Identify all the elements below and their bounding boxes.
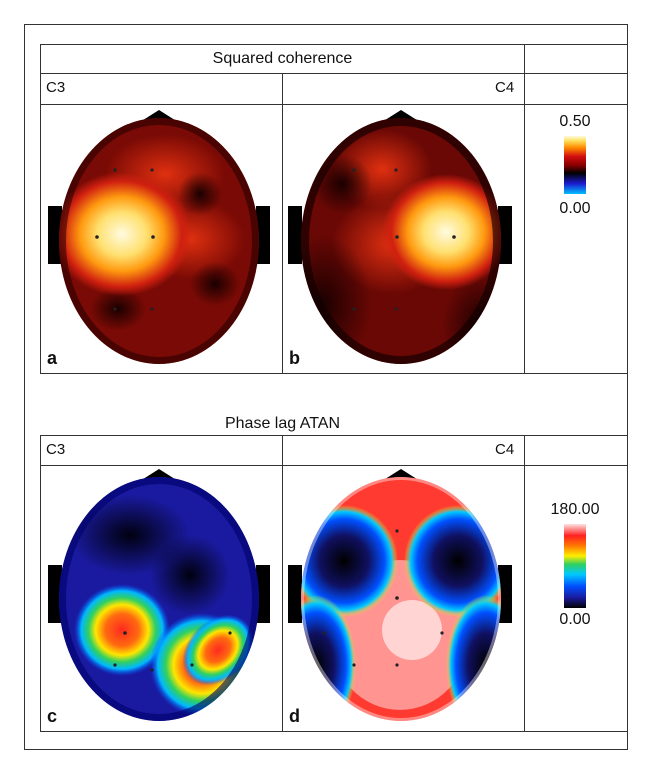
right-ear-icon [498,565,512,623]
left-ear-icon [288,206,302,264]
panel-letter-d: d [289,706,300,726]
coherence-blank-label-cell [524,73,628,105]
phase-c3-label-cell [40,435,283,466]
coherence-title: Squared coherence [212,50,353,67]
right-ear-icon [256,565,270,623]
panel-letter-b: b [289,348,300,368]
left-ear-icon [48,565,62,623]
coherence-scale-cell [524,104,628,374]
left-ear-icon [48,206,62,264]
panel-letter-a: a [47,348,58,368]
right-ear-icon [498,206,512,264]
phase-map-c3 [48,469,270,721]
right-ear-icon [256,206,270,264]
phase-scale-cell [524,465,628,732]
figure-frame [24,24,628,750]
coherence-c3-label-cell [40,73,283,105]
phase-left-label: C3 [46,441,66,458]
coherence-colorbar [564,136,586,194]
left-ear-icon [288,565,302,623]
phase-colorbar [564,524,586,608]
coherence-right-label: C4 [495,79,515,96]
coherence-map-c3 [48,110,270,364]
coherence-scale-min: 0.00 [559,200,591,217]
coherence-map-c4 [288,110,512,364]
coherence-scale-max: 0.50 [559,113,591,130]
coherence-title-blank-cell [524,44,628,74]
phase-scale-max: 180.00 [550,501,600,518]
coherence-left-label: C3 [46,79,66,96]
panel-letter-c: c [47,706,58,726]
phase-c4-label-cell [282,435,525,466]
coherence-c4-label-cell [282,73,525,105]
phase-title: Phase lag ATAN [224,415,341,432]
phase-blank-label-cell [524,435,628,466]
phase-map-c4 [288,469,512,721]
phase-scale-min: 0.00 [559,611,591,628]
phase-right-label: C4 [495,441,515,458]
